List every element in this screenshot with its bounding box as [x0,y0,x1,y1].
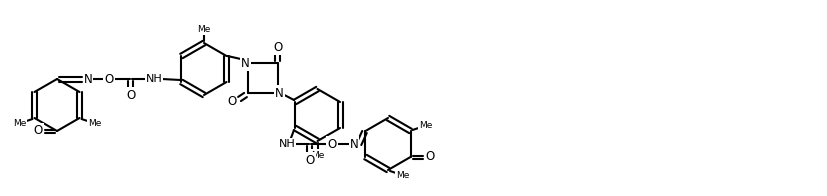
Text: Me: Me [88,119,101,128]
Text: Me: Me [12,119,26,128]
Text: O: O [127,89,136,102]
Text: Me: Me [310,151,324,160]
Text: N: N [241,56,250,70]
Text: O: O [327,138,337,151]
Text: O: O [227,94,236,107]
Text: O: O [305,153,314,166]
Text: Me: Me [396,171,409,180]
Text: Me: Me [197,24,210,34]
Text: N: N [84,73,93,85]
Text: N: N [275,86,284,100]
Text: NH: NH [146,74,162,84]
Text: NH: NH [279,139,295,149]
Text: O: O [104,73,113,85]
Text: N: N [349,138,358,151]
Text: O: O [424,151,433,163]
Text: O: O [273,41,282,54]
Text: Me: Me [418,122,432,131]
Text: O: O [33,124,42,138]
